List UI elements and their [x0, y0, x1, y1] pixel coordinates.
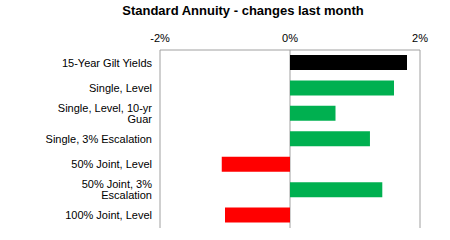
- svg-text:-2%: -2%: [150, 32, 170, 44]
- svg-text:Single, 3% Escalation: Single, 3% Escalation: [46, 133, 152, 145]
- svg-text:2%: 2%: [412, 32, 428, 44]
- svg-text:50% Joint, 3%Escalation: 50% Joint, 3%Escalation: [82, 178, 153, 201]
- svg-text:Single, Level: Single, Level: [89, 82, 152, 94]
- svg-text:0%: 0%: [282, 32, 298, 44]
- svg-text:50% Joint, Level: 50% Joint, Level: [71, 158, 152, 170]
- svg-text:15-Year Gilt Yields: 15-Year Gilt Yields: [62, 57, 153, 69]
- html-text:Standard Annuity - changes las: Standard Annuity - changes last month: [122, 3, 364, 18]
- svg-text:100% Joint, Level: 100% Joint, Level: [65, 209, 152, 221]
- svg-text:Single, Level, 10-yrGuar: Single, Level, 10-yrGuar: [58, 102, 152, 125]
